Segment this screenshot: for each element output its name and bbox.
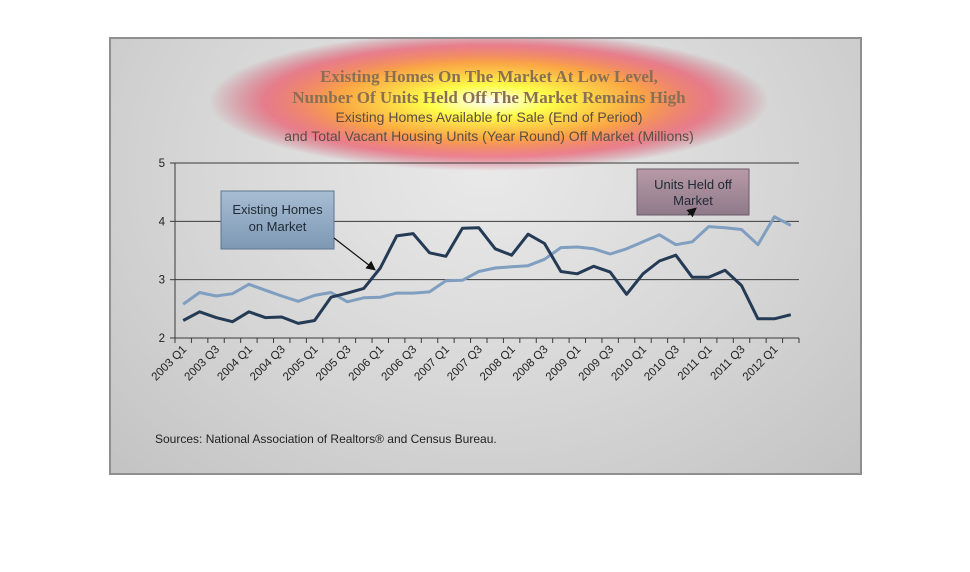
chart-subtitle-line2: and Total Vacant Housing Units (Year Rou…	[284, 128, 694, 144]
callout-existing-homes: Existing Homes on Market	[220, 190, 376, 271]
series-line-existing-homes-on-market	[182, 226, 792, 325]
x-tick-label: 2003 Q1	[150, 344, 190, 384]
y-tick-label: 5	[159, 158, 165, 170]
x-tick-label: 2007 Q1	[412, 344, 452, 384]
x-tick-label: 2005 Q1	[281, 344, 321, 384]
x-tick-label: 2009 Q1	[544, 344, 584, 384]
x-tick-label: 2010 Q1	[609, 344, 649, 384]
y-tick-label: 2	[159, 333, 165, 345]
chart-panel: Existing Homes On The Market At Low Leve…	[109, 37, 862, 475]
x-tick-label: 2010 Q3	[642, 344, 682, 384]
callout-units-held: Units Held off Market	[636, 168, 750, 218]
x-tick-label: 2008 Q3	[511, 344, 551, 384]
x-tick-label: 2012 Q1	[741, 344, 781, 384]
callout-held-line2: Market	[673, 193, 713, 208]
y-axis: 2 3 4 5	[159, 158, 176, 345]
callout-held-line1: Units Held off	[654, 177, 732, 192]
x-tick-label: 2004 Q1	[215, 344, 255, 384]
chart-title-line2: Number Of Units Held Off The Market Rema…	[292, 88, 686, 107]
callout-existing-line1: Existing Homes	[232, 202, 323, 217]
y-tick-label: 3	[159, 275, 165, 287]
x-tick-label: 2009 Q3	[577, 344, 617, 384]
attention-heat-overlay	[209, 39, 769, 171]
line-chart: Existing Homes On The Market At Low Leve…	[150, 39, 800, 446]
x-tick-label: 2011 Q1	[676, 344, 715, 383]
chart-subtitle-line1: Existing Homes Available for Sale (End o…	[335, 109, 642, 125]
series-layer	[182, 215, 792, 325]
series-line-units-held-off-market	[182, 215, 792, 306]
x-tick-label: 2007 Q3	[445, 344, 485, 384]
x-tick-label: 2006 Q3	[380, 344, 420, 384]
x-tick-label: 2006 Q1	[347, 344, 387, 384]
callout-existing-line2: on Market	[249, 219, 307, 234]
x-tick-label: 2005 Q3	[314, 344, 354, 384]
x-tick-label: 2003 Q3	[182, 344, 222, 384]
callout-existing-arrow	[333, 237, 376, 271]
y-tick-label: 4	[159, 216, 166, 228]
x-tick-label: 2004 Q3	[248, 344, 288, 384]
x-tick-label: 2008 Q1	[478, 344, 518, 384]
chart-title-line1: Existing Homes On The Market At Low Leve…	[320, 67, 658, 86]
callout-held-arrow	[686, 207, 697, 218]
source-note: Sources: National Association of Realtor…	[155, 432, 497, 446]
